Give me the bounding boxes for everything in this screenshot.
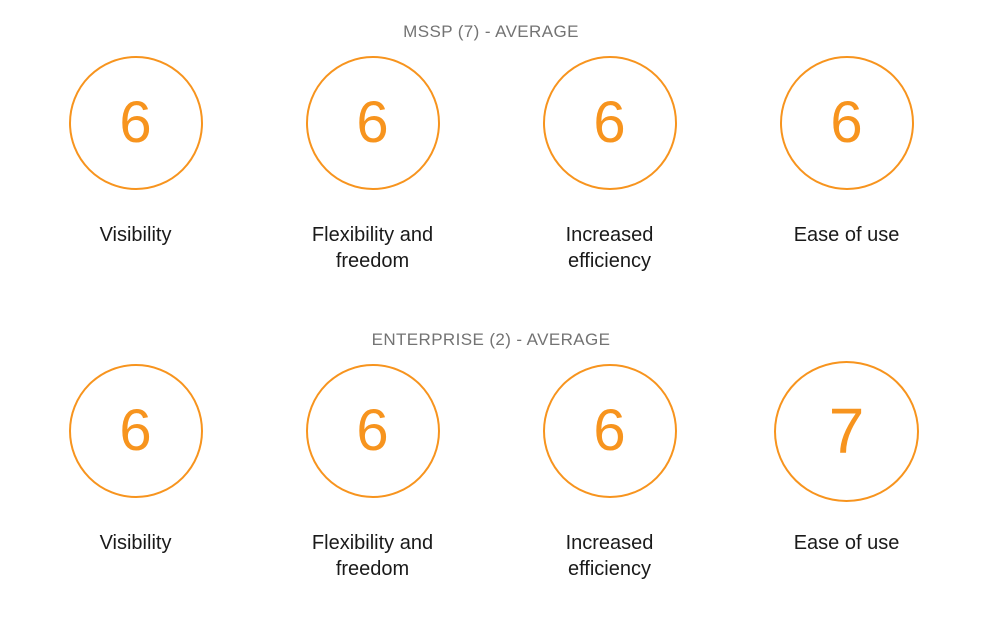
score-row-enterprise: 6 Visibility 6 Flexibility and freedom 6 [17, 358, 965, 582]
score-value: 6 [119, 90, 152, 155]
score-card-visibility: 6 Visibility [17, 358, 254, 582]
score-row-mssp: 6 Visibility 6 Flexibility and freedom 6 [17, 50, 965, 274]
score-card-ease-of-use: 7 Ease of use [728, 358, 965, 582]
figure-canvas: MSSP (7) - AVERAGE 6 Visibility 6 Flexib… [17, 0, 965, 582]
score-label: Ease of use [793, 224, 900, 246]
score-card-ease-of-use: 6 Ease of use [728, 50, 965, 274]
score-value: 6 [119, 398, 152, 463]
score-card-flexibility: 6 Flexibility and freedom [254, 50, 491, 274]
score-circle: 6 [68, 364, 203, 498]
score-label: Visibility [99, 224, 172, 246]
score-value: 6 [830, 90, 863, 155]
score-circle: 6 [542, 364, 677, 498]
score-label: Flexibility and freedom [311, 224, 434, 272]
score-label: Increased efficiency [565, 532, 654, 580]
score-circle: 6 [305, 56, 440, 190]
score-label: Flexibility and freedom [311, 532, 434, 580]
score-value: 6 [356, 90, 389, 155]
score-card-visibility: 6 Visibility [17, 50, 254, 274]
section-title-mssp: MSSP (7) - AVERAGE [403, 22, 579, 41]
score-value: 6 [356, 398, 389, 463]
score-card-flexibility: 6 Flexibility and freedom [254, 358, 491, 582]
score-card-efficiency: 6 Increased efficiency [491, 358, 728, 582]
section-enterprise: ENTERPRISE (2) - AVERAGE 6 Visibility 6 … [17, 330, 965, 582]
score-label: Ease of use [793, 532, 900, 554]
score-label: Increased efficiency [565, 224, 654, 272]
score-value: 6 [593, 398, 626, 463]
score-circle: 6 [542, 56, 677, 190]
section-title-enterprise: ENTERPRISE (2) - AVERAGE [371, 330, 611, 349]
score-card-efficiency: 6 Increased efficiency [491, 50, 728, 274]
score-value: 7 [828, 395, 865, 467]
score-label: Visibility [99, 532, 172, 554]
score-value: 6 [593, 90, 626, 155]
score-circle: 7 [774, 360, 919, 502]
score-circle: 6 [779, 56, 914, 190]
score-circle: 6 [305, 364, 440, 498]
section-mssp: MSSP (7) - AVERAGE 6 Visibility 6 Flexib… [17, 0, 965, 274]
score-circle: 6 [68, 56, 203, 190]
